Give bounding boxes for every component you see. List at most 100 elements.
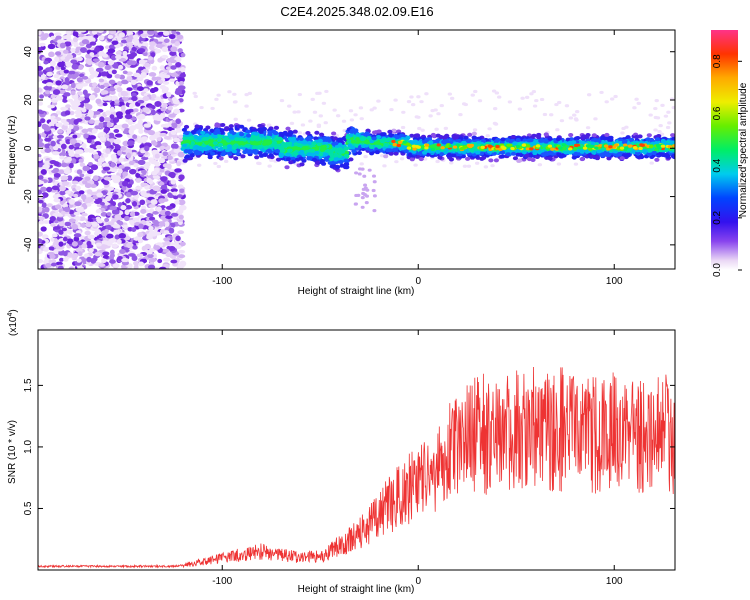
heatmap-cell: [296, 110, 301, 114]
heatmap-cell: [105, 148, 111, 154]
heatmap-cell: [81, 128, 89, 134]
heatmap-cell: [323, 121, 328, 125]
heatmap-cell: [297, 92, 303, 97]
heatmap-cell: [70, 100, 78, 106]
heatmap-cell: [106, 212, 112, 216]
heatmap-cell: [42, 34, 49, 39]
heatmap-cell: [68, 124, 74, 130]
heatmap-cell: [169, 78, 176, 83]
heatmap-cell: [57, 61, 65, 68]
heatmap-cell: [70, 90, 76, 96]
heatmap-cell: [40, 226, 47, 232]
heatmap-cell: [653, 106, 658, 111]
heatmap-cell: [84, 183, 92, 189]
heatmap-cell: [50, 140, 56, 147]
heatmap-cell: [44, 147, 52, 153]
heatmap-cell: [179, 188, 185, 193]
heatmap-cell: [38, 238, 43, 244]
heatmap-cell: [172, 242, 180, 246]
heatmap-cell: [170, 72, 178, 78]
heatmap-cell: [113, 188, 120, 193]
heatmap-cell: [43, 220, 50, 224]
heatmap-cell: [150, 199, 158, 205]
heatmap-cell: [79, 173, 85, 178]
heatmap-cell: [144, 62, 151, 68]
heatmap-cell: [216, 93, 221, 97]
heatmap-cell: [424, 92, 429, 96]
heatmap-cell: [645, 137, 651, 142]
heatmap-cell: [161, 54, 169, 59]
heatmap-cell: [64, 77, 70, 83]
heatmap-cell: [316, 123, 322, 127]
heatmap-cell: [653, 128, 658, 132]
heatmap-cell: [153, 221, 161, 227]
heatmap-cell: [409, 95, 414, 99]
heatmap-cell: [137, 231, 144, 238]
heatmap-cell: [138, 261, 145, 267]
heatmap-cell: [435, 159, 440, 164]
heatmap-cell: [110, 161, 116, 168]
heatmap-cell: [83, 133, 89, 139]
heatmap-cell: [94, 46, 101, 53]
heatmap-cell: [111, 208, 119, 215]
heatmap-cell: [51, 258, 57, 264]
heatmap-cell: [655, 116, 661, 120]
heatmap-cell: [121, 180, 129, 187]
heatmap-cell: [78, 73, 85, 78]
heatmap-cell: [153, 245, 161, 250]
heatmap-cell: [133, 264, 139, 269]
heatmap-cell: [140, 208, 147, 214]
heatmap-cell: [61, 227, 68, 232]
heatmap-cell: [573, 162, 579, 166]
heatmap-cell: [189, 153, 195, 158]
heatmap-cell: [47, 104, 56, 109]
heatmap-cell: [356, 150, 363, 155]
heatmap-cell: [99, 116, 105, 123]
heatmap-cell: [78, 158, 84, 163]
heatmap-cell: [46, 203, 53, 208]
heatmap-cell: [38, 110, 45, 115]
heatmap-cell: [75, 118, 83, 123]
heatmap-cell: [205, 125, 211, 130]
heatmap-cell: [449, 96, 455, 100]
heatmap-cell: [130, 52, 138, 57]
heatmap-cell: [88, 119, 96, 124]
heatmap-cell: [43, 160, 51, 165]
heatmap-cell: [137, 48, 146, 53]
heatmap-cell: [108, 132, 115, 138]
heatmap-cell: [94, 141, 102, 147]
heatmap-cell: [95, 67, 104, 73]
heatmap-cell: [349, 118, 355, 122]
heatmap-cell: [73, 233, 82, 238]
heatmap-cell: [86, 240, 92, 247]
heatmap-cell: [43, 85, 51, 91]
heatmap-cell: [507, 100, 513, 104]
heatmap-cell: [571, 155, 577, 160]
heatmap-cell: [109, 205, 118, 211]
heatmap-cell: [69, 138, 78, 145]
heatmap-cell: [73, 193, 79, 198]
heatmap-cell: [585, 126, 591, 130]
heatmap-cell: [107, 221, 115, 226]
heatmap-cell: [133, 108, 139, 113]
heatmap-cell: [71, 223, 78, 230]
heatmap-cell: [542, 112, 548, 117]
heatmap-cell: [76, 91, 83, 96]
heatmap-cell: [493, 158, 499, 163]
heatmap-cell: [49, 60, 56, 67]
heatmap-cell: [96, 30, 105, 33]
heatmap-cell: [310, 97, 315, 101]
heatmap-cell: [120, 90, 128, 96]
heatmap-cell: [161, 89, 169, 94]
heatmap-cell: [172, 191, 178, 196]
heatmap-cell: [169, 172, 176, 179]
heatmap-cell: [141, 182, 148, 187]
heatmap-cell: [124, 205, 133, 210]
heatmap-cell: [192, 91, 197, 95]
heatmap-cell: [50, 35, 56, 40]
heatmap-cell: [177, 85, 186, 91]
heatmap-cell: [129, 211, 136, 217]
heatmap-cell: [169, 51, 177, 56]
heatmap-cell: [289, 121, 295, 125]
heatmap-cell: [57, 265, 64, 269]
